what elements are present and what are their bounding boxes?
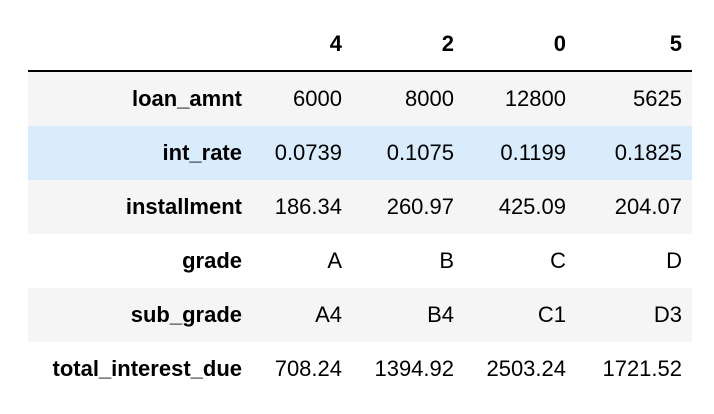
table-cell: 0.1825 <box>614 140 682 165</box>
table-cell: 1721.52 <box>602 356 682 381</box>
column-header: 4 <box>329 31 342 56</box>
table-cell: C <box>550 248 566 273</box>
table-cell: 0.1075 <box>386 140 454 165</box>
table-cell: D3 <box>653 302 682 327</box>
table-row-hovered: int_rate 0.0739 0.1075 0.1199 0.1825 <box>28 126 692 180</box>
column-header: 0 <box>553 31 566 56</box>
table-cell: 6000 <box>293 86 342 111</box>
table-cell: 0.1199 <box>500 140 566 165</box>
table-row: total_interest_due 708.24 1394.92 2503.2… <box>28 342 692 396</box>
table-row: loan_amnt 6000 8000 12800 5625 <box>28 72 692 126</box>
table-cell: 1394.92 <box>374 356 454 381</box>
table-cell: A <box>327 248 342 273</box>
row-label: installment <box>125 194 242 219</box>
column-header: 5 <box>669 31 682 56</box>
row-label: int_rate <box>162 140 242 165</box>
column-header: 2 <box>441 31 454 56</box>
table-cell: 260.97 <box>386 194 454 219</box>
table-cell: 2503.24 <box>486 356 566 381</box>
table-row: grade A B C D <box>28 234 692 288</box>
table-cell: 708.24 <box>274 356 342 381</box>
dataframe-table: 4 2 0 5 loan_amnt 6000 8000 12800 5625 i… <box>28 18 692 396</box>
table-cell: D <box>666 248 682 273</box>
table-cell: A4 <box>315 302 342 327</box>
row-label: loan_amnt <box>131 86 242 111</box>
table-row: installment 186.34 260.97 425.09 204.07 <box>28 180 692 234</box>
table-cell: C1 <box>537 302 566 327</box>
table-row: sub_grade A4 B4 C1 D3 <box>28 288 692 342</box>
table-cell: 5625 <box>633 86 682 111</box>
table-cell: 8000 <box>405 86 454 111</box>
table-cell: 204.07 <box>614 194 682 219</box>
table-cell: 12800 <box>504 86 566 111</box>
table-cell: 186.34 <box>274 194 342 219</box>
table-cell: B4 <box>427 302 454 327</box>
table-cell: 0.0739 <box>274 140 342 165</box>
row-label: sub_grade <box>130 302 242 327</box>
table-header-row: 4 2 0 5 <box>28 18 692 72</box>
row-label: grade <box>182 248 242 273</box>
row-label: total_interest_due <box>52 356 243 381</box>
table-cell: B <box>439 248 454 273</box>
table-cell: 425.09 <box>498 194 566 219</box>
